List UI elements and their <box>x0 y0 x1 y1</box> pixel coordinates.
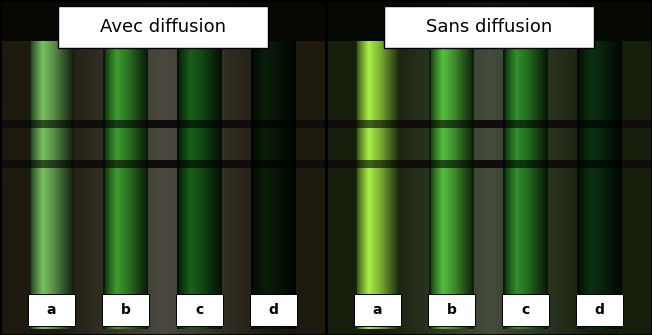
Text: c: c <box>522 303 529 317</box>
FancyBboxPatch shape <box>102 294 149 326</box>
FancyBboxPatch shape <box>576 294 623 326</box>
Text: a: a <box>47 303 56 317</box>
FancyBboxPatch shape <box>354 294 401 326</box>
Text: Avec diffusion: Avec diffusion <box>100 18 226 36</box>
Text: a: a <box>373 303 382 317</box>
Text: c: c <box>196 303 203 317</box>
FancyBboxPatch shape <box>176 294 223 326</box>
FancyBboxPatch shape <box>250 294 297 326</box>
Text: Sans diffusion: Sans diffusion <box>426 18 552 36</box>
FancyBboxPatch shape <box>57 6 269 48</box>
FancyBboxPatch shape <box>502 294 549 326</box>
FancyBboxPatch shape <box>428 294 475 326</box>
Text: d: d <box>269 303 278 317</box>
FancyBboxPatch shape <box>383 6 595 48</box>
Text: b: b <box>121 303 130 317</box>
FancyBboxPatch shape <box>28 294 75 326</box>
Text: b: b <box>447 303 456 317</box>
Text: d: d <box>595 303 604 317</box>
